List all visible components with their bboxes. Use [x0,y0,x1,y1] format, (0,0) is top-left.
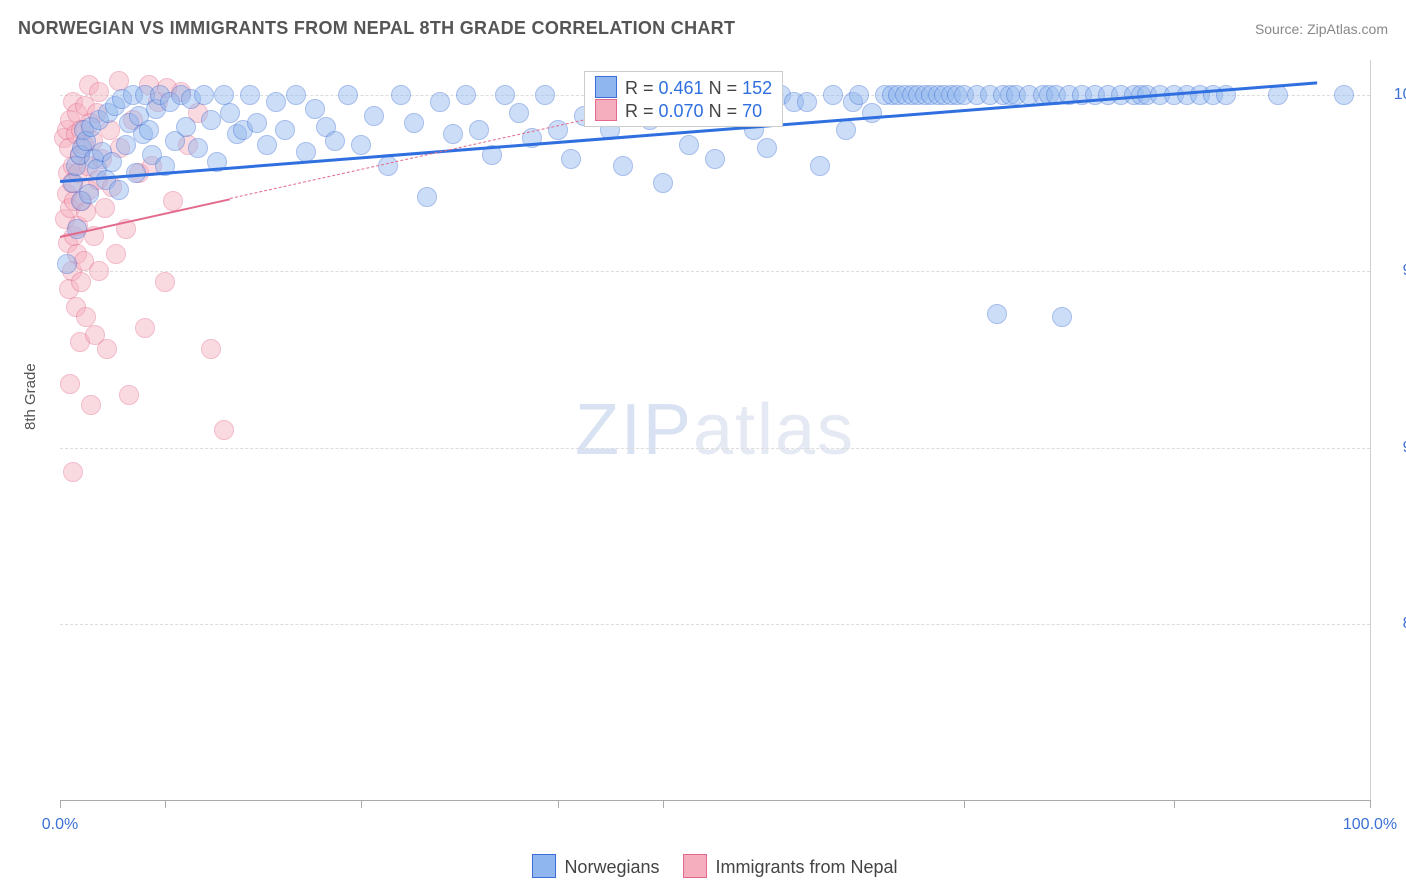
data-point [286,85,306,105]
data-point [1052,307,1072,327]
data-point [679,135,699,155]
x-tick [60,800,61,808]
data-point [57,254,77,274]
stats-row: R = 0.070 N = 70 [595,99,772,122]
data-point [417,187,437,207]
data-point [201,339,221,359]
data-point [194,85,214,105]
data-point [201,110,221,130]
data-point [296,142,316,162]
x-tick-label: 0.0% [42,816,78,834]
data-point [139,120,159,140]
x-tick [165,800,166,808]
data-point [1268,85,1288,105]
data-point [351,135,371,155]
data-point [155,272,175,292]
data-point [509,103,529,123]
data-point [109,180,129,200]
data-point [266,92,286,112]
data-point [823,85,843,105]
x-tick [1370,800,1371,808]
data-point [89,261,109,281]
gridline [60,624,1370,625]
data-point [257,135,277,155]
data-point [757,138,777,158]
legend: Norwegians Immigrants from Nepal [0,854,1406,878]
data-point [275,120,295,140]
data-point [535,85,555,105]
data-point [653,173,673,193]
data-point [849,85,869,105]
x-tick [1174,800,1175,808]
scatter-plot: ZIPatlas 85.0%90.0%95.0%100.0%0.0%100.0%… [60,60,1371,801]
y-tick-label: 100.0% [1378,86,1406,104]
y-tick-label: 85.0% [1378,615,1406,633]
data-point [987,304,1007,324]
x-tick [663,800,664,808]
data-point [176,117,196,137]
data-point [430,92,450,112]
data-point [810,156,830,176]
data-point [63,462,83,482]
data-point [378,156,398,176]
data-point [613,156,633,176]
data-point [79,184,99,204]
data-point [188,138,208,158]
legend-label: Immigrants from Nepal [715,857,897,877]
data-point [220,103,240,123]
data-point [135,318,155,338]
stats-row: R = 0.461 N = 152 [595,76,772,99]
x-tick-label: 100.0% [1343,816,1397,834]
data-point [119,385,139,405]
data-point [97,339,117,359]
data-point [95,198,115,218]
data-point [338,85,358,105]
data-point [705,149,725,169]
data-point [862,103,882,123]
watermark: ZIPatlas [575,389,855,471]
gridline [60,448,1370,449]
data-point [456,85,476,105]
data-point [1334,85,1354,105]
data-point [247,113,267,133]
data-point [71,272,91,292]
y-tick-label: 90.0% [1378,439,1406,457]
legend-swatch [595,76,617,98]
data-point [214,420,234,440]
data-point [163,191,183,211]
data-point [67,219,87,239]
chart-title: NORWEGIAN VS IMMIGRANTS FROM NEPAL 8TH G… [18,18,735,39]
data-point [495,85,515,105]
data-point [102,152,122,172]
legend-swatch [595,99,617,121]
data-point [561,149,581,169]
data-point [404,113,424,133]
x-tick [964,800,965,808]
x-tick [558,800,559,808]
y-tick-label: 95.0% [1378,262,1406,280]
legend-label: Norwegians [564,857,659,877]
data-point [391,85,411,105]
data-point [60,374,80,394]
gridline [60,271,1370,272]
correlation-stats: R = 0.461 N = 152R = 0.070 N = 70 [584,71,783,127]
data-point [469,120,489,140]
data-point [836,120,856,140]
data-point [797,92,817,112]
legend-swatch [532,854,556,878]
data-point [81,395,101,415]
data-point [443,124,463,144]
x-tick [361,800,362,808]
data-point [106,244,126,264]
data-point [240,85,260,105]
legend-swatch [683,854,707,878]
y-axis-label: 8th Grade [22,363,39,430]
source-label: Source: ZipAtlas.com [1255,21,1388,37]
data-point [325,131,345,151]
data-point [364,106,384,126]
